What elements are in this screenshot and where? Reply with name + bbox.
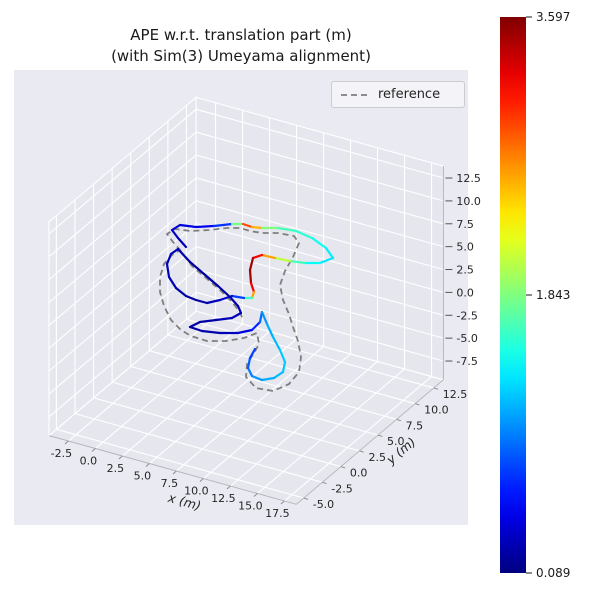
colorbar-mid-label: 1.843 — [536, 288, 571, 302]
axis-spines — [48, 166, 444, 505]
estimated-line-segment — [212, 222, 234, 228]
estimated-line-segment — [281, 360, 287, 374]
estimated-line-segment — [170, 223, 182, 232]
plot-title: APE w.r.t. translation part (m) (with Si… — [14, 25, 468, 67]
z-tick-label: -7.5 — [456, 355, 477, 368]
legend: reference — [331, 81, 465, 108]
y-tick-label: -2.5 — [331, 482, 352, 495]
estimated-trajectory — [165, 222, 335, 382]
estimated-line-segment — [216, 284, 232, 299]
estimated-line-segment — [236, 304, 243, 315]
estimated-line-segment — [176, 236, 188, 249]
reference-line-sample — [341, 93, 369, 96]
estimated-line-segment — [167, 275, 178, 290]
estimated-line-segment — [230, 294, 246, 300]
estimated-line-segment — [230, 311, 243, 320]
estimated-line-segment — [241, 222, 254, 229]
estimated-line-segment — [194, 224, 216, 229]
colorbar-max-label: 3.597 — [536, 10, 571, 24]
z-tick-label: -2.5 — [456, 309, 477, 322]
estimated-line-segment — [248, 256, 255, 272]
estimated-line-segment — [188, 320, 202, 329]
estimated-line-segment — [324, 246, 335, 260]
z-tick-label: 12.5 — [456, 172, 481, 185]
estimated-line-segment — [165, 262, 171, 279]
plot-title-line2: (with Sim(3) Umeyama alignment) — [111, 47, 371, 65]
x-tick-label: 7.5 — [161, 477, 179, 490]
x-tick-label: 5.0 — [134, 470, 152, 483]
estimated-line-segment — [272, 370, 285, 380]
z-tick-label: 0.0 — [456, 286, 474, 299]
estimated-line-segment — [184, 294, 198, 302]
estimated-line-segment — [194, 298, 209, 305]
estimated-line-segment — [170, 228, 180, 240]
estimated-line-segment — [250, 225, 264, 230]
plot-title-line1: APE w.r.t. translation part (m) — [130, 26, 352, 44]
estimated-line-segment — [260, 253, 277, 260]
z-tick-label: 10.0 — [456, 195, 481, 208]
estimated-line-segment — [249, 281, 256, 294]
y-tick-label: 2.5 — [368, 451, 386, 464]
estimated-line-segment — [250, 320, 262, 332]
estimated-line-segment — [318, 256, 335, 265]
estimated-line-segment — [246, 356, 252, 370]
estimated-line-segment — [188, 325, 204, 333]
x-tick-label: -2.5 — [51, 447, 72, 460]
y-tick-label: 10.0 — [424, 404, 449, 417]
x-tick-label: 0.0 — [80, 455, 98, 468]
y-tick-label: 0.0 — [350, 467, 368, 480]
estimated-line-segment — [276, 226, 298, 233]
reference-trajectory — [159, 227, 302, 392]
y-tick-label: 5.0 — [387, 435, 405, 448]
z-tick-label: -5.0 — [456, 332, 477, 345]
estimated-line-segment — [260, 376, 276, 382]
estimated-line-segment — [228, 295, 240, 308]
estimated-line-segment — [214, 316, 234, 322]
estimated-line-segment — [246, 366, 254, 378]
estimated-line-segment — [205, 298, 222, 305]
x-tick-label: 12.5 — [211, 492, 236, 505]
estimated-line-segment — [174, 286, 188, 298]
y-tick-label: 7.5 — [406, 419, 424, 432]
estimated-line-segment — [265, 322, 275, 339]
estimated-line-segment — [248, 268, 253, 285]
estimated-line-segment — [248, 347, 257, 360]
reference-line — [159, 227, 302, 392]
estimated-line-segment — [200, 329, 222, 335]
colorbar-min-label: 0.089 — [536, 566, 571, 580]
z-tick-label: 2.5 — [456, 264, 474, 277]
estimated-line-segment — [198, 318, 218, 324]
grid-lines — [48, 102, 444, 502]
x-tick-label: 15.0 — [238, 500, 263, 513]
y-tick-label: 12.5 — [443, 388, 468, 401]
z-tick-label: 5.0 — [456, 241, 474, 254]
estimated-line-segment — [202, 272, 220, 288]
estimated-line-segment — [165, 252, 173, 266]
x-tick-label: 2.5 — [107, 462, 125, 475]
estimated-line-segment — [273, 256, 292, 263]
estimated-line-segment — [278, 348, 287, 364]
estimated-line-segment — [260, 310, 269, 326]
estimated-line-segment — [236, 328, 254, 335]
estimated-line-segment — [250, 374, 264, 382]
colorbar — [500, 16, 532, 574]
tick-labels: -2.50.02.55.07.510.012.515.017.5-5.0-2.5… — [51, 172, 481, 520]
estimated-line-segment — [188, 260, 206, 276]
estimated-line-segment — [288, 259, 307, 265]
estimated-line-segment — [178, 223, 198, 229]
estimated-line-segment — [294, 229, 314, 240]
y-tick-label: -5.0 — [313, 498, 334, 511]
estimated-line-segment — [310, 236, 328, 250]
x-tick-label: 10.0 — [184, 485, 209, 498]
x-tick-label: 17.5 — [265, 507, 290, 520]
z-tick-label: 7.5 — [456, 218, 474, 231]
estimated-line-segment — [169, 247, 180, 256]
estimated-line-segment — [176, 247, 192, 264]
colorbar-gradient — [500, 17, 526, 573]
legend-label: reference — [378, 87, 441, 102]
estimated-line-segment — [271, 335, 282, 352]
estimated-line-segment — [251, 253, 264, 260]
